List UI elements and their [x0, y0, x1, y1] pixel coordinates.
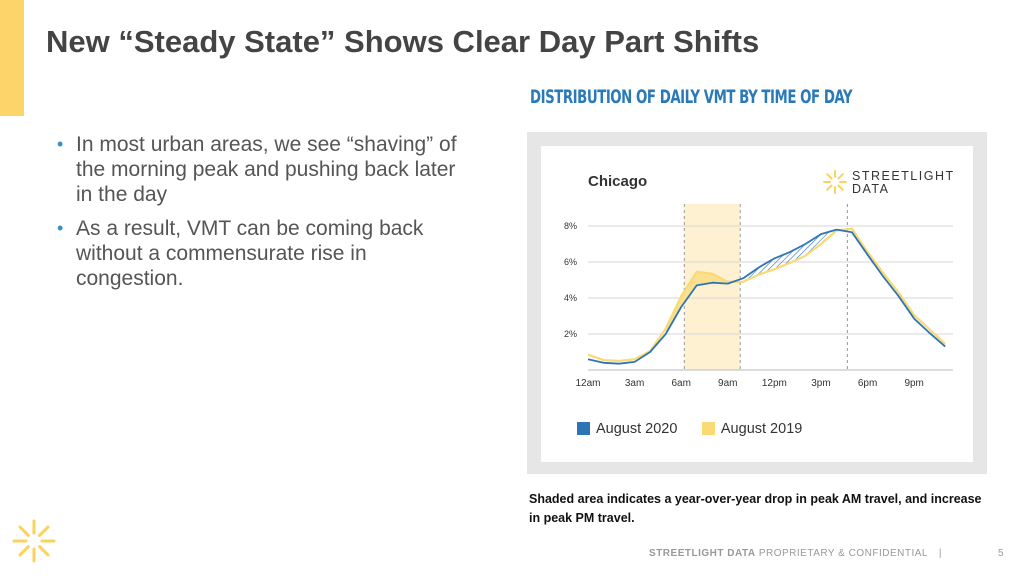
y-tick-label: 4% [564, 293, 577, 303]
y-tick-label: 8% [564, 221, 577, 231]
y-tick-label: 6% [564, 257, 577, 267]
streetlight-corner-logo [10, 517, 58, 570]
sun-burst-icon [823, 170, 847, 194]
sun-burst-icon [12, 519, 56, 563]
footer-text: PROPRIETARY & CONFIDENTIAL [758, 548, 928, 559]
x-tick-label: 3am [625, 378, 644, 389]
bullet-text: In most urban areas, we see “shaving” of… [76, 133, 457, 206]
footer: STREETLIGHT DATA PROPRIETARY & CONFIDENT… [649, 548, 942, 559]
x-tick-label: 12am [575, 378, 600, 389]
footer-brand: STREETLIGHT DATA [649, 548, 756, 559]
page-number: 5 [998, 548, 1004, 559]
x-tick-label: 6pm [858, 378, 877, 389]
legend-swatch-2020 [577, 421, 590, 435]
brand-line-1: STREETLIGHT [852, 169, 955, 183]
bullet-icon: • [57, 218, 64, 238]
chart-brand-text: STREETLIGHT DATA [852, 170, 955, 196]
x-tick-label: 6am [671, 378, 690, 389]
accent-bar [0, 0, 24, 116]
chart-caption: Shaded area indicates a year-over-year d… [529, 492, 982, 525]
brand-line-2: DATA [852, 182, 890, 196]
footer-separator: | [938, 548, 942, 559]
x-tick-label: 9pm [904, 378, 923, 389]
x-tick-label: 9am [718, 378, 737, 389]
legend-item-2019: August 2019 [701, 420, 803, 437]
vmt-line-chart: 2% 4% 6% 8% 12am 3am 6am 9am 12pm 3pm 6pm 9pm [564, 204, 953, 389]
chart-card: 2% 4% 6% 8% 12am 3am 6am 9am 12pm 3pm 6pm 9pm Chica… [541, 146, 973, 462]
streetlight-chart-logo: STREETLIGHT DATA [822, 169, 953, 200]
pm-difference-area [743, 229, 837, 282]
legend-label-2020: August 2020 [596, 420, 678, 437]
chart-legend: August 2020 August 2019 [577, 420, 822, 438]
bullet-list: • In most urban areas, we see “shaving” o… [55, 132, 475, 300]
legend-swatch-2019 [701, 421, 715, 435]
series-line-2019 [587, 227, 946, 363]
bullet-text: As a result, VMT can be coming back with… [76, 217, 424, 290]
legend-item-2020: August 2020 [577, 421, 677, 437]
chart-city-label: Chicago [588, 173, 648, 190]
bullet-icon: • [57, 134, 64, 154]
y-tick-label: 2% [564, 329, 577, 339]
series-line-2020 [587, 228, 946, 365]
x-tick-label: 12pm [762, 378, 787, 389]
chart-heading: DISTRIBUTION OF DAILY VMT BY TIME OF DAY [530, 86, 853, 108]
bullet-item: • In most urban areas, we see “shaving” o… [55, 132, 475, 207]
slide-title: New “Steady State” Shows Clear Day Part … [46, 24, 760, 59]
bullet-item: • As a result, VMT can be coming back wit… [55, 216, 475, 291]
legend-label-2019: August 2019 [720, 420, 803, 437]
x-tick-label: 3pm [811, 378, 830, 389]
